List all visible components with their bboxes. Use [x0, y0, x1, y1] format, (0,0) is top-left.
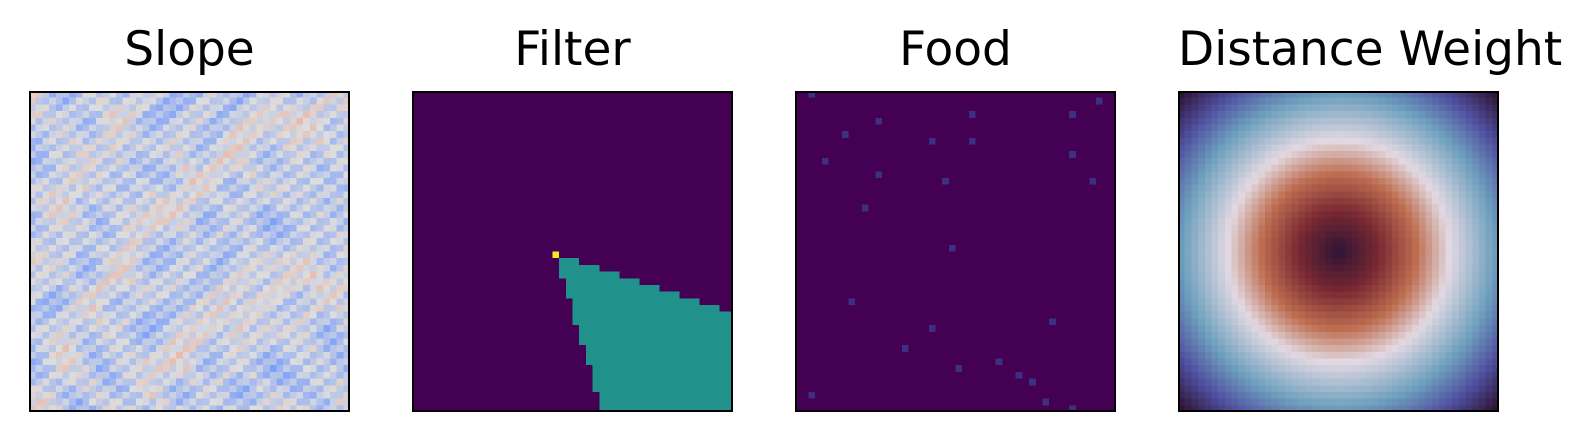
filter-title: Filter — [514, 22, 631, 77]
food-heatmap — [795, 91, 1116, 412]
slope-panel: Slope — [29, 0, 350, 446]
filter-panel: Filter — [412, 0, 733, 446]
food-title: Food — [899, 22, 1012, 77]
distance-weight-heatmap — [1178, 91, 1499, 412]
filter-heatmap — [412, 91, 733, 412]
food-panel: Food — [795, 0, 1116, 446]
slope-heatmap — [29, 91, 350, 412]
distance-weight-title: Distance Weight — [1178, 22, 1563, 77]
slope-title: Slope — [124, 22, 255, 77]
distance-weight-panel: Distance Weight — [1178, 0, 1563, 446]
